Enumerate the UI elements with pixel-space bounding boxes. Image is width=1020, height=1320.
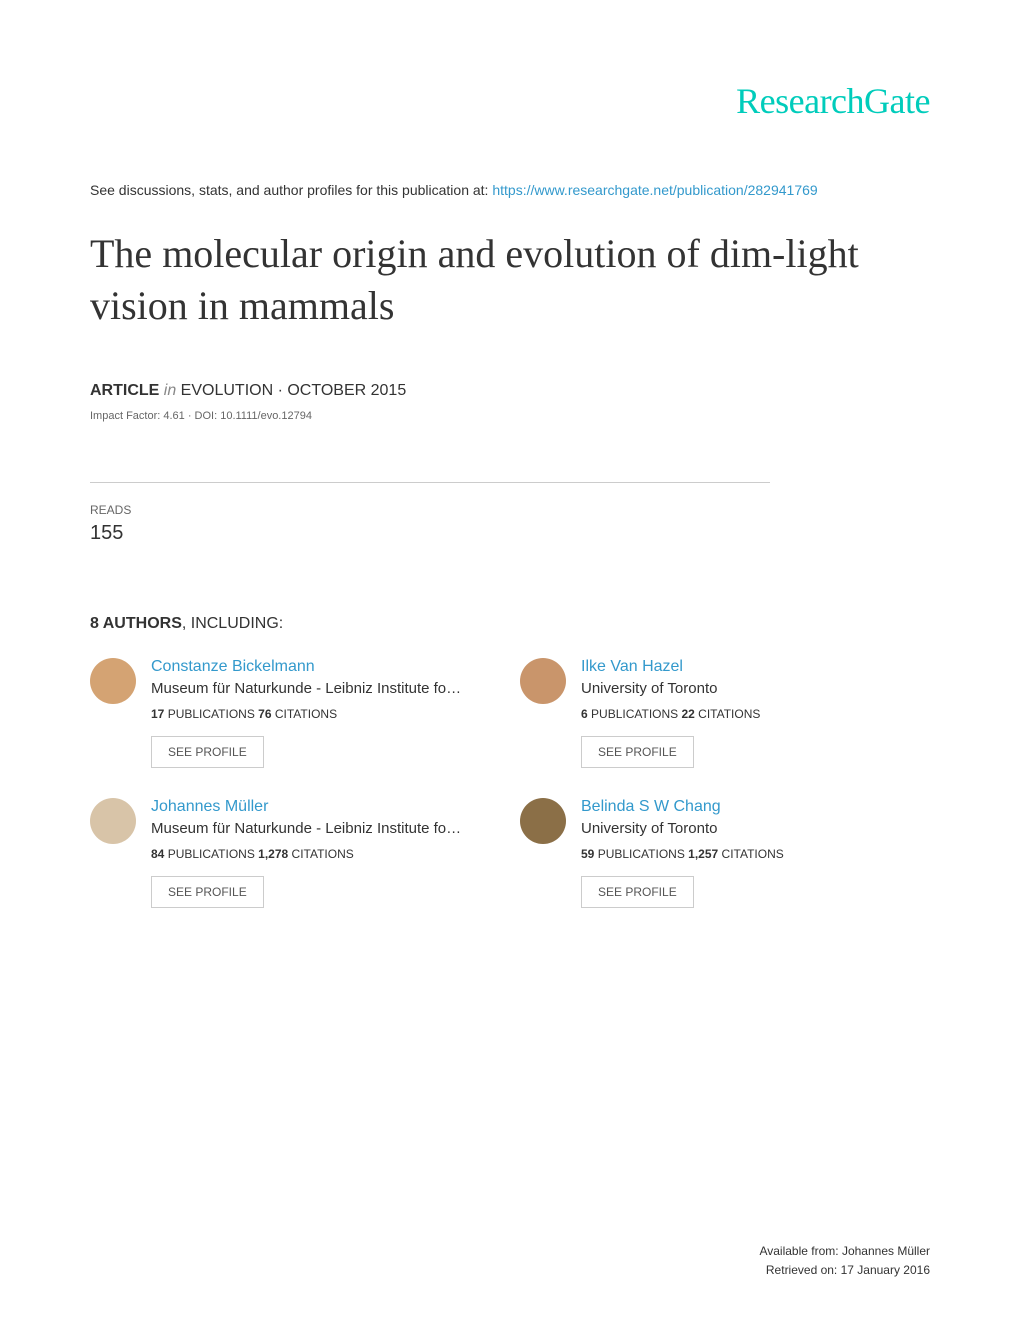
intro-text: See discussions, stats, and author profi… <box>90 182 930 198</box>
author-affiliation: University of Toronto <box>581 820 930 837</box>
pubs-count: 6 <box>581 707 588 721</box>
article-in: in <box>164 382 176 399</box>
see-profile-button[interactable]: SEE PROFILE <box>151 876 264 908</box>
author-info: Ilke Van Hazel University of Toronto 6 P… <box>581 658 930 768</box>
cites-label: CITATIONS <box>288 847 354 861</box>
author-affiliation: University of Toronto <box>581 680 930 697</box>
authors-suffix: , INCLUDING: <box>182 615 283 632</box>
author-affiliation: Museum für Naturkunde - Leibniz Institut… <box>151 680 500 697</box>
footer-retrieved: Retrieved on: 17 January 2016 <box>759 1261 930 1280</box>
see-profile-button[interactable]: SEE PROFILE <box>581 876 694 908</box>
cites-count: 1,257 <box>688 847 718 861</box>
cites-label: CITATIONS <box>718 847 784 861</box>
researchgate-logo: ResearchGate <box>90 80 930 122</box>
intro-prefix: See discussions, stats, and author profi… <box>90 182 492 198</box>
author-name-link[interactable]: Ilke Van Hazel <box>581 658 930 676</box>
author-info: Constanze Bickelmann Museum für Naturkun… <box>151 658 500 768</box>
pubs-label: PUBLICATIONS <box>594 847 688 861</box>
authors-grid: Constanze Bickelmann Museum für Naturkun… <box>90 658 930 908</box>
see-profile-button[interactable]: SEE PROFILE <box>581 736 694 768</box>
author-card: Belinda S W Chang University of Toronto … <box>520 798 930 908</box>
divider <box>90 482 770 483</box>
publication-link[interactable]: https://www.researchgate.net/publication… <box>492 182 817 198</box>
author-info: Belinda S W Chang University of Toronto … <box>581 798 930 908</box>
pubs-label: PUBLICATIONS <box>164 707 258 721</box>
avatar[interactable] <box>520 798 566 844</box>
footer: Available from: Johannes Müller Retrieve… <box>759 1242 930 1280</box>
author-card: Ilke Van Hazel University of Toronto 6 P… <box>520 658 930 768</box>
authors-header: 8 AUTHORS, INCLUDING: <box>90 615 930 633</box>
author-card: Johannes Müller Museum für Naturkunde - … <box>90 798 500 908</box>
author-affiliation: Museum für Naturkunde - Leibniz Institut… <box>151 820 500 837</box>
pubs-label: PUBLICATIONS <box>588 707 682 721</box>
reads-label: READS <box>90 503 930 517</box>
author-info: Johannes Müller Museum für Naturkunde - … <box>151 798 500 908</box>
author-name-link[interactable]: Johannes Müller <box>151 798 500 816</box>
author-name-link[interactable]: Constanze Bickelmann <box>151 658 500 676</box>
cites-count: 76 <box>258 707 271 721</box>
author-stats: 6 PUBLICATIONS 22 CITATIONS <box>581 707 930 721</box>
author-stats: 59 PUBLICATIONS 1,257 CITATIONS <box>581 847 930 861</box>
see-profile-button[interactable]: SEE PROFILE <box>151 736 264 768</box>
article-journal: EVOLUTION · OCTOBER 2015 <box>176 382 406 399</box>
author-card: Constanze Bickelmann Museum für Naturkun… <box>90 658 500 768</box>
pubs-count: 59 <box>581 847 594 861</box>
cites-label: CITATIONS <box>272 707 338 721</box>
authors-count: 8 AUTHORS <box>90 615 182 632</box>
cites-label: CITATIONS <box>695 707 761 721</box>
avatar[interactable] <box>90 798 136 844</box>
pubs-count: 17 <box>151 707 164 721</box>
author-name-link[interactable]: Belinda S W Chang <box>581 798 930 816</box>
article-label: ARTICLE <box>90 382 159 399</box>
publication-title: The molecular origin and evolution of di… <box>90 228 930 332</box>
author-stats: 84 PUBLICATIONS 1,278 CITATIONS <box>151 847 500 861</box>
author-stats: 17 PUBLICATIONS 76 CITATIONS <box>151 707 500 721</box>
pubs-count: 84 <box>151 847 164 861</box>
article-meta: ARTICLE in EVOLUTION · OCTOBER 2015 <box>90 382 930 400</box>
avatar[interactable] <box>520 658 566 704</box>
reads-count: 155 <box>90 522 930 545</box>
footer-available: Available from: Johannes Müller <box>759 1242 930 1261</box>
cites-count: 22 <box>681 707 694 721</box>
impact-factor: Impact Factor: 4.61 · DOI: 10.1111/evo.1… <box>90 410 930 422</box>
pubs-label: PUBLICATIONS <box>164 847 258 861</box>
avatar[interactable] <box>90 658 136 704</box>
cites-count: 1,278 <box>258 847 288 861</box>
